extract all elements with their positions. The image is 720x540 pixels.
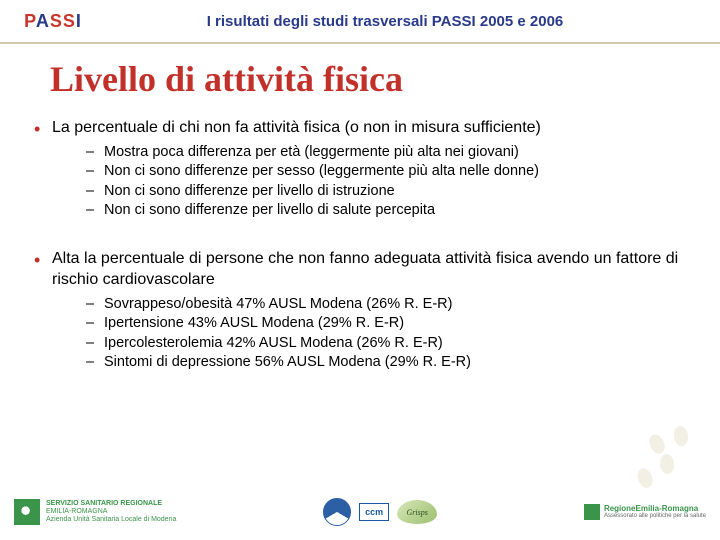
footer-right: RegioneEmilia-Romagna Assessorato alle p… [584,504,706,520]
footer-left: SERVIZIO SANITARIO REGIONALE EMILIA-ROMA… [14,499,176,525]
ccm-logo: ccm [359,503,389,521]
header-bar: PASSI I risultati degli studi trasversal… [0,0,720,44]
sub-bullet-item: Ipercolesterolemia 42% AUSL Modena (26% … [86,334,690,354]
bullet-list: Alta la percentuale di persone che non f… [30,249,690,373]
bullet-text: La percentuale di chi non fa attività fi… [52,119,541,136]
ssr-logo-icon [14,499,40,525]
bullet-item: Alta la percentuale di persone che non f… [30,249,690,373]
sub-bullet-item: Non ci sono differenze per livello di is… [86,182,690,202]
header-title: I risultati degli studi trasversali PASS… [98,13,712,30]
regione-logo: RegioneEmilia-Romagna Assessorato alle p… [584,504,706,520]
spacer [30,225,690,249]
regione-line1: RegioneEmilia-Romagna [604,505,706,513]
slide-title: Livello di attività fisica [50,58,690,100]
passi-logo: PASSI [8,3,98,39]
bullet-list: La percentuale di chi non fa attività fi… [30,118,690,221]
footprints-decoration [630,422,710,492]
footer-bar: SERVIZIO SANITARIO REGIONALE EMILIA-ROMA… [0,490,720,540]
footer-center: ccm Grisps [323,498,437,526]
sub-bullet-list: Sovrappeso/obesità 47% AUSL Modena (26% … [52,295,690,373]
regione-line2: Assessorato alle politiche per la salute [604,513,706,519]
sub-bullet-item: Sintomi di depressione 56% AUSL Modena (… [86,353,690,373]
regione-logo-icon [584,504,600,520]
passi-logo-text: PASSI [24,11,82,32]
ccm-logo-text: ccm [359,503,389,521]
ssr-logo: SERVIZIO SANITARIO REGIONALE EMILIA-ROMA… [14,499,176,525]
sub-bullet-item: Ipertensione 43% AUSL Modena (29% R. E-R… [86,314,690,334]
ssr-logo-text: SERVIZIO SANITARIO REGIONALE EMILIA-ROMA… [46,500,176,523]
sub-bullet-item: Sovrappeso/obesità 47% AUSL Modena (26% … [86,295,690,315]
ssr-line2: EMILIA-ROMAGNA [46,508,176,516]
slide-body: Livello di attività fisica La percentual… [0,44,720,373]
ssr-line3: Azienda Unità Sanitaria Locale di Modena [46,516,176,524]
sub-bullet-item: Non ci sono differenze per sesso (legger… [86,162,690,182]
sub-bullet-item: Mostra poca differenza per età (leggerme… [86,143,690,163]
grisps-logo: Grisps [397,500,437,524]
bullet-text: Alta la percentuale di persone che non f… [52,250,678,288]
sub-bullet-list: Mostra poca differenza per età (leggerme… [52,143,690,221]
sub-bullet-item: Non ci sono differenze per livello di sa… [86,201,690,221]
regione-logo-text: RegioneEmilia-Romagna Assessorato alle p… [604,505,706,519]
ssr-line1: SERVIZIO SANITARIO REGIONALE [46,500,176,508]
bullet-item: La percentuale di chi non fa attività fi… [30,118,690,221]
ministry-logo-icon [323,498,351,526]
